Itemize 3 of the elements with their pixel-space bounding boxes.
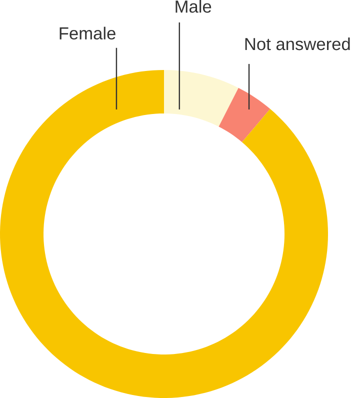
slice-label: Male: [176, 0, 212, 13]
slice-label: Not answered: [245, 37, 350, 50]
slice-label: Female: [60, 26, 116, 40]
